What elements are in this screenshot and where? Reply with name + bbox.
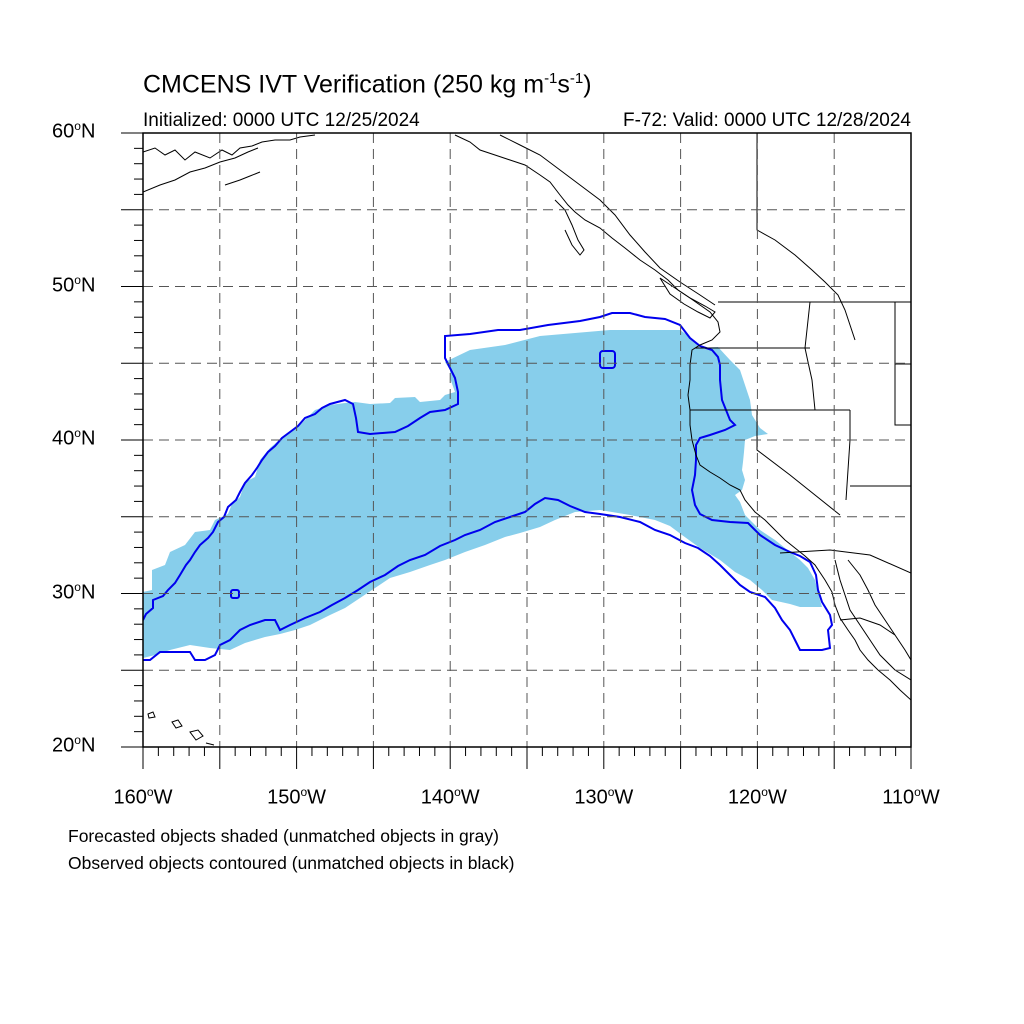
latitude-tick-label: 50oN [52,272,96,297]
longitude-tick-label: 120oW [727,785,787,809]
gulf-of-california-coast [847,559,911,661]
wyoming-border [894,364,911,426]
observed-note: Observed objects contoured (unmatched ob… [68,853,515,873]
idaho-nevada-border [845,410,851,501]
valid-time-label: F-72: Valid: 0000 UTC 12/28/2024 [623,110,911,131]
longitude-tick-label: 140oW [420,785,480,809]
forecast-ivt-object [143,330,822,658]
us-mexico-border [779,549,911,574]
map-frame [142,132,912,748]
axis-ticks [121,132,912,769]
initialized-label: Initialized: 0000 UTC 12/25/2024 [143,110,420,131]
latitude-tick-label: 40oN [52,426,96,450]
montana-border [894,302,911,365]
grid-lines [143,133,911,747]
mexico-state-line [839,617,896,636]
north-america-coastline [454,134,911,701]
alaska-canada-border [756,133,856,341]
baja-california-coast [834,559,911,681]
map-title: CMCENS IVT Verification (250 kg m-1s-1) [143,70,592,99]
alaska-coastline [143,134,316,161]
alaska-peninsula [143,147,259,193]
observed-small-object-north [599,350,616,369]
canada-mainland-coast [499,134,716,306]
observed-ivt-contour [143,312,834,661]
longitude-tick-label: 160oW [113,785,173,809]
longitude-tick-label: 110oW [882,785,940,809]
coastlines [143,133,911,746]
vancouver-island [659,277,716,319]
latitude-tick-label: 60oN [52,119,96,143]
latitude-tick-label: 30oN [52,579,96,604]
alaska-islands [224,171,261,186]
forecast-note: Forecasted objects shaded (unmatched obj… [68,826,499,846]
oregon-idaho-border [804,301,816,411]
coastal-islands-north [554,199,585,256]
longitude-tick-label: 130oW [574,785,634,809]
latitude-tick-label: 20oN [52,733,96,757]
california-nevada-border [756,410,841,516]
hawaii-islands [147,711,215,746]
longitude-tick-label: 150oW [267,785,327,809]
